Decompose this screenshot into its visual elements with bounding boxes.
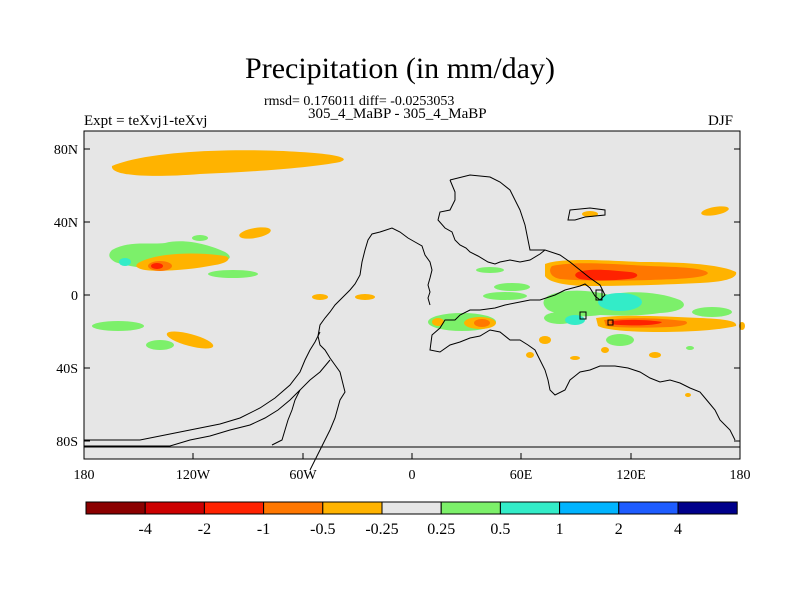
colorbar-swatch: [322, 501, 383, 515]
colorbar-label: 1: [556, 521, 564, 538]
lon-axis: [83, 453, 741, 459]
lat-tick-label: 80N: [54, 143, 78, 158]
anomaly-regions: [92, 150, 745, 397]
colorbar-label: -0.5: [310, 521, 335, 538]
colorbar-label: 2: [615, 521, 623, 538]
colorbar-label: -0.25: [365, 521, 398, 538]
lon-tick-label: 60E: [510, 468, 533, 483]
lat-tick-label: 80S: [56, 435, 78, 450]
colorbar-swatch: [559, 501, 620, 515]
colorbar-label: -2: [198, 521, 211, 538]
lon-tick-label: 120W: [176, 468, 211, 483]
lat-tick-label: 40N: [54, 216, 78, 231]
lon-tick-label: 180: [74, 468, 95, 483]
colorbar-swatch: [618, 501, 679, 515]
stats-line: rmsd= 0.176011 diff= -0.0253053: [264, 94, 455, 109]
plot-subtitle: 305_4_MaBP - 305_4_MaBP: [308, 106, 487, 122]
colorbar: [85, 501, 738, 515]
colorbar-label: 0.25: [427, 521, 455, 538]
lat-tick-label: 0: [71, 289, 78, 304]
colorbar-swatch: [499, 501, 561, 515]
colorbar-labels: -4 -2 -1 -0.5 -0.25 0.25 0.5 1 2 4: [139, 521, 682, 538]
plot-title: Precipitation (in mm/day): [245, 52, 555, 85]
lon-tick-label: 120E: [616, 468, 646, 483]
colorbar-swatch: [381, 501, 442, 515]
colorbar-label: 4: [674, 521, 682, 538]
colorbar-swatch: [263, 501, 324, 515]
lat-axis: [84, 148, 740, 442]
colorbar-swatch: [144, 501, 205, 515]
experiment-label: Expt = teXvj1-teXvj: [84, 113, 208, 129]
coastlines: [84, 174, 740, 471]
colorbar-label: 0.5: [490, 521, 510, 538]
colorbar-swatch: [677, 501, 738, 515]
colorbar-swatch: [203, 501, 265, 515]
colorbar-label: -4: [139, 521, 152, 538]
lat-tick-label: 40S: [56, 362, 78, 377]
lon-tick-label: 0: [409, 468, 416, 483]
lon-tick-label: 180: [730, 468, 751, 483]
season-label: DJF: [708, 113, 734, 129]
colorbar-swatch: [440, 501, 501, 515]
lon-tick-label: 60W: [289, 468, 317, 483]
colorbar-label: -1: [257, 521, 270, 538]
colorbar-swatch: [85, 501, 146, 515]
